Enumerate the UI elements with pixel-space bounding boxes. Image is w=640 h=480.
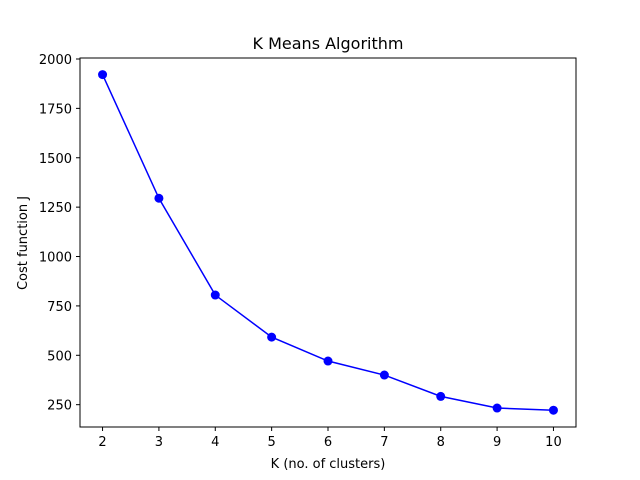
x-tick-label: 8 (437, 435, 445, 450)
y-axis-title: Cost function J (16, 196, 31, 290)
x-tick-label: 6 (324, 435, 332, 450)
x-tick-label: 2 (98, 435, 106, 450)
x-tick-label: 10 (545, 435, 562, 450)
x-axis: 2 3 4 5 6 7 8 9 10 (98, 427, 562, 450)
y-tick-label: 750 (47, 300, 72, 315)
x-tick-label: 7 (380, 435, 388, 450)
data-point (492, 403, 502, 413)
data-point (98, 70, 108, 80)
y-tick-label: 1000 (39, 251, 72, 266)
series-layer (98, 70, 558, 415)
data-point (436, 391, 446, 401)
x-axis-title: K (no. of clusters) (271, 457, 386, 472)
x-tick-label: 9 (493, 435, 501, 450)
data-point (267, 332, 277, 342)
chart-title: K Means Algorithm (253, 34, 404, 53)
data-point (210, 290, 220, 300)
y-tick-label: 1750 (39, 102, 72, 117)
y-tick-label: 1500 (39, 152, 72, 167)
data-point (154, 193, 164, 203)
data-point (379, 370, 389, 380)
x-tick-label: 5 (267, 435, 275, 450)
y-tick-label: 2000 (39, 53, 72, 68)
data-point (548, 405, 558, 415)
y-tick-label: 1250 (39, 201, 72, 216)
x-tick-label: 4 (211, 435, 219, 450)
y-tick-label: 250 (47, 399, 72, 414)
x-tick-label: 3 (155, 435, 163, 450)
data-point (323, 356, 333, 366)
y-axis: 250 500 750 1000 1250 1500 1750 2000 (39, 53, 80, 414)
y-tick-label: 500 (47, 349, 72, 364)
